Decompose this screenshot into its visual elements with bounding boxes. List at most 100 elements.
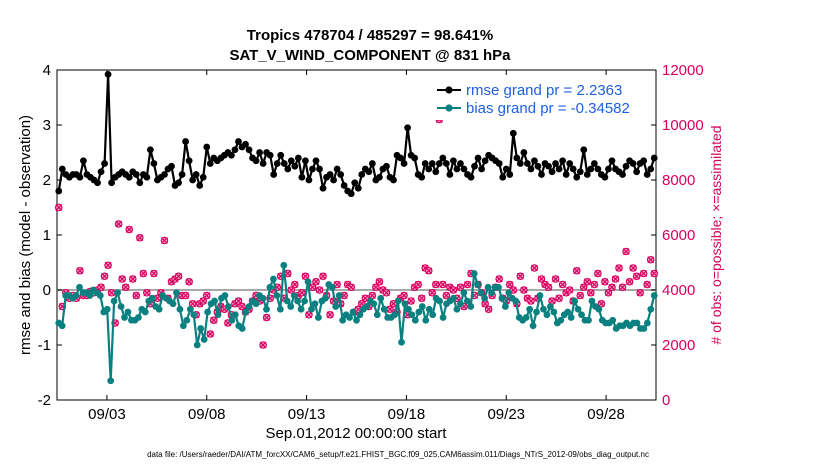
rmse-point [302, 157, 309, 165]
rmse-point [368, 160, 376, 167]
obs-count-point [400, 291, 408, 300]
bias-point [453, 305, 461, 313]
obs-count-point [347, 283, 356, 292]
right-y-axis-label: # of obs: o=possible; ×=assimilated [708, 125, 724, 344]
rmse-point [390, 176, 397, 184]
obs-assimilated-marker [626, 278, 633, 286]
rmse-point [471, 162, 478, 170]
obs-assimilated-marker [101, 272, 108, 280]
obs-assimilated-marker [439, 281, 447, 288]
rmse-point [358, 171, 366, 178]
obs-count-point [495, 275, 504, 283]
rmse-point [640, 157, 648, 165]
obs-count-point [583, 277, 592, 286]
obs-assimilated-marker [559, 281, 567, 288]
obs-count-point [174, 272, 183, 281]
bias-point [377, 294, 385, 302]
bias-point [228, 316, 236, 324]
rmse-point [192, 171, 200, 178]
rmse-point [397, 154, 404, 162]
rmse-point [376, 173, 383, 181]
rmse-series [55, 71, 658, 198]
obs-assimilated-marker [506, 281, 514, 288]
rmse-point [76, 173, 84, 181]
obs-count-point [632, 272, 641, 281]
obs-assimilated-marker [309, 283, 316, 291]
obs-assimilated-marker [210, 316, 218, 324]
bias-point [429, 311, 437, 319]
right-y-tick-label: 6000 [662, 227, 695, 244]
obs-assimilated-marker [583, 278, 591, 286]
bias-point [405, 305, 412, 313]
obs-assimilated-marker [115, 220, 123, 228]
obs-assimilated-marker [464, 281, 471, 288]
x-tick-label: 09/13 [288, 406, 326, 423]
obs-count-point [643, 280, 651, 289]
bias-point [574, 305, 582, 313]
bias-point [495, 283, 502, 291]
obs-count-point [301, 272, 310, 281]
obs-assimilated-marker [136, 234, 144, 242]
obs-count-point [456, 283, 465, 292]
obs-assimilated-marker [538, 275, 545, 283]
obs-count-point [625, 277, 634, 286]
rmse-point [580, 146, 588, 154]
bias-point [263, 305, 270, 313]
bias-point [415, 308, 423, 316]
rmse-point [161, 171, 168, 178]
rmse-point [474, 154, 482, 162]
obs-count-point [185, 277, 193, 286]
obs-count-point [54, 203, 63, 212]
bias-point [398, 338, 405, 346]
obs-assimilated-marker [150, 270, 158, 277]
obs-assimilated-marker [340, 292, 348, 299]
obs-assimilated-marker [259, 341, 267, 349]
obs-count-point [516, 272, 525, 281]
bias-point [436, 297, 443, 305]
rmse-point [287, 157, 295, 165]
bias-point [567, 314, 575, 321]
obs-count-point [407, 297, 415, 305]
obs-count-point [125, 225, 134, 234]
bias-point [270, 275, 277, 283]
x-axis: 09/03 09/08 09/13 09/18 09/23 09/28 [88, 70, 625, 423]
obs-count-point [527, 297, 535, 305]
bias-point [546, 303, 554, 310]
rmse-point [104, 71, 112, 78]
obs-count-point [449, 286, 458, 294]
bias-point [484, 283, 492, 291]
obs-count-point [319, 272, 327, 281]
obs-assimilated-marker [608, 283, 616, 291]
obs-count-point [639, 269, 648, 278]
rmse-point [633, 168, 641, 176]
rmse-point [80, 157, 87, 165]
legend-box [432, 76, 650, 120]
bias-point [304, 278, 312, 286]
rmse-point [365, 168, 373, 176]
bias-point [349, 308, 357, 316]
rmse-point [555, 165, 563, 173]
x-tick-label: 09/23 [487, 406, 525, 423]
rmse-point [499, 173, 507, 181]
bias-point [394, 297, 402, 305]
rmse-point [400, 160, 408, 167]
obs-assimilated-marker [485, 305, 493, 313]
bias-point [173, 289, 180, 297]
bias-point [470, 270, 478, 277]
rmse-point [182, 138, 190, 145]
bias-point [242, 308, 250, 316]
obs-count-point [160, 236, 169, 245]
bias-point [204, 308, 212, 316]
x-axis-label: Sep.01,2012 00:00:00 start [266, 425, 448, 442]
bias-point [211, 297, 218, 305]
obs-assimilated-marker [629, 264, 637, 272]
rmse-point [277, 151, 285, 159]
rmse-point [354, 184, 362, 192]
obs-count-point [118, 275, 126, 283]
obs-count-point [76, 266, 84, 275]
x-tick-label: 09/08 [188, 406, 226, 423]
rmse-point [545, 162, 552, 170]
rmse-point [101, 160, 108, 167]
bias-point [276, 305, 284, 313]
